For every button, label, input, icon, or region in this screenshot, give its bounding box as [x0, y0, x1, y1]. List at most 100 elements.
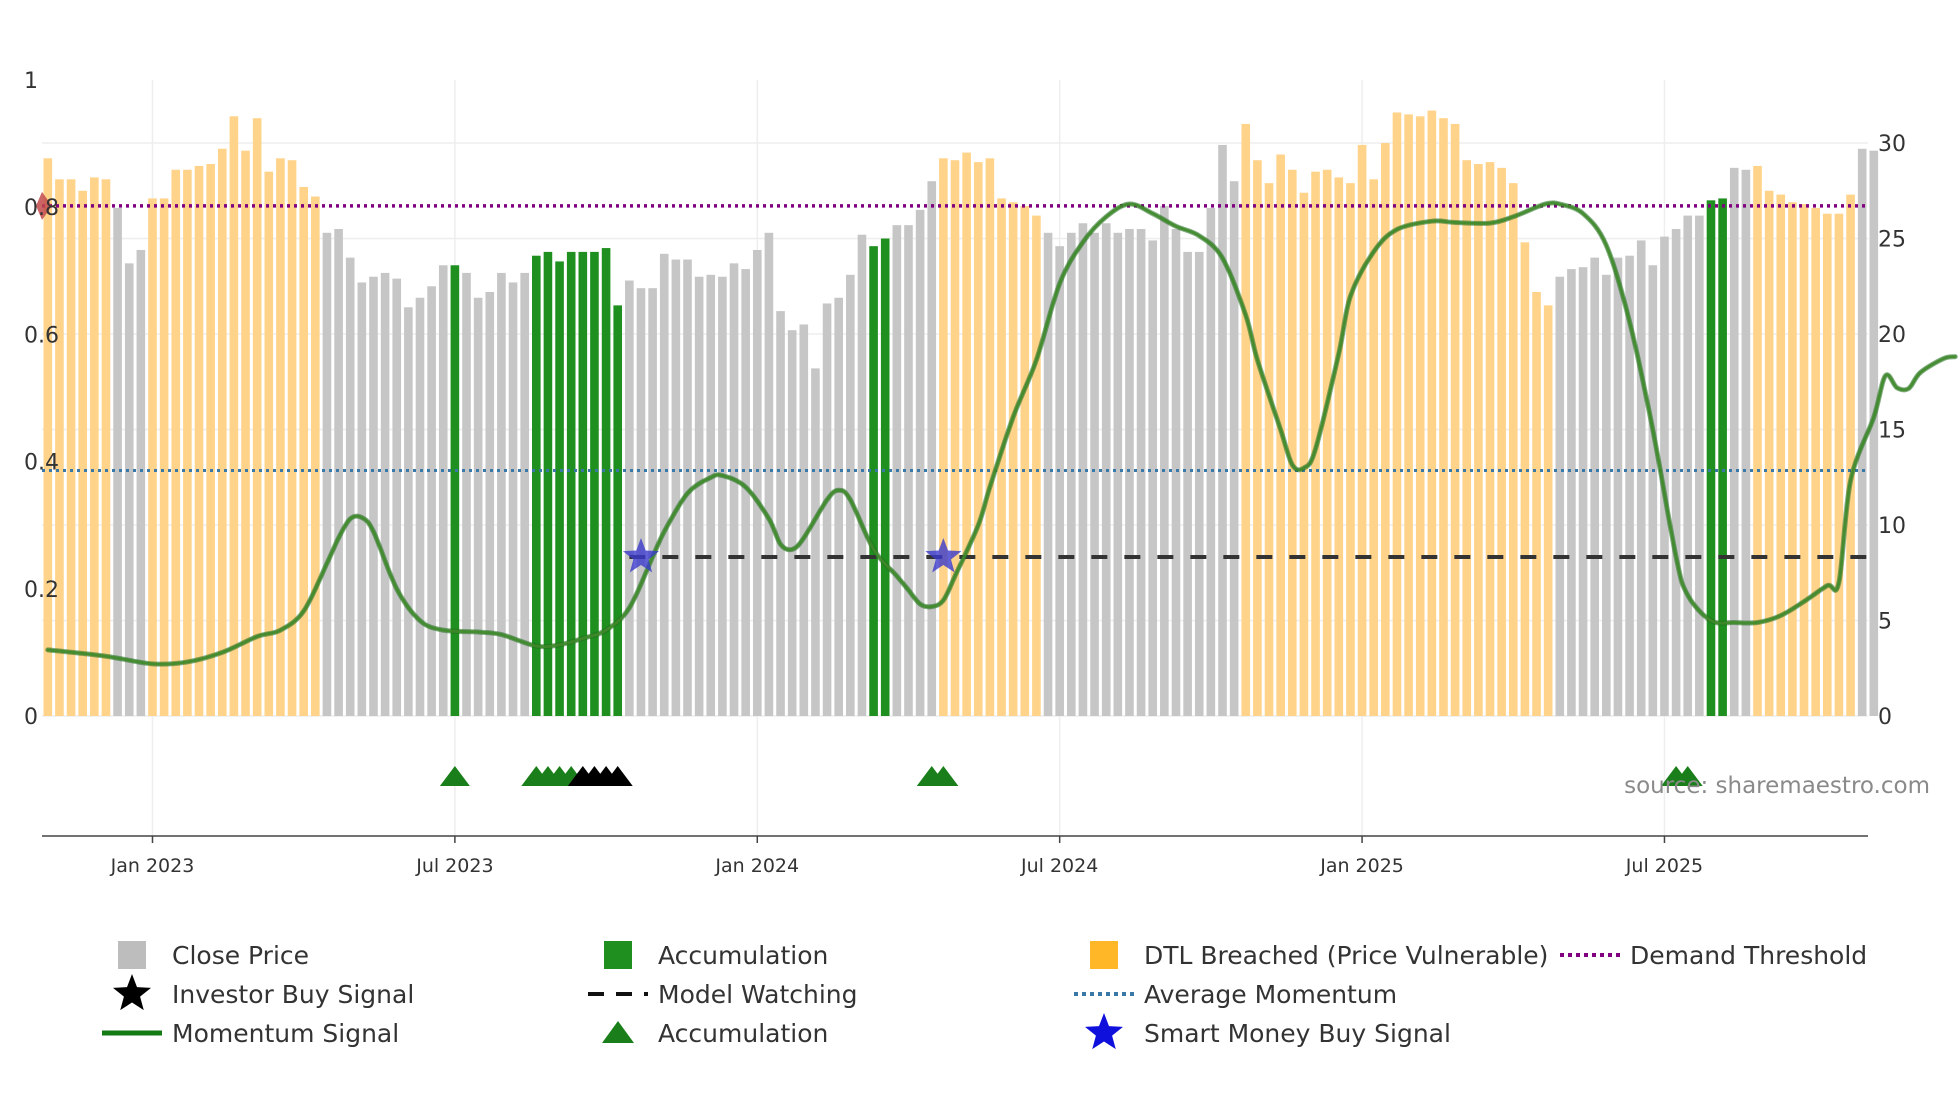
price-bar — [1264, 183, 1274, 716]
y-right-tick-label: 0 — [1878, 705, 1892, 730]
x-tick-label: Jul 2023 — [415, 855, 493, 877]
price-bar — [1590, 257, 1599, 716]
price-bar — [427, 286, 436, 716]
price-bar — [299, 186, 308, 716]
y-right-tick-label: 10 — [1878, 514, 1906, 539]
legend-label: Average Momentum — [1144, 980, 1397, 1009]
price-bar — [1113, 232, 1123, 716]
legend-label: Accumulation — [658, 941, 828, 970]
price-bar — [1671, 228, 1681, 717]
price-bar — [1567, 269, 1576, 716]
price-bar — [229, 116, 239, 717]
price-bar — [1799, 204, 1809, 716]
legend-label: Demand Threshold — [1630, 941, 1867, 970]
price-bar — [101, 179, 111, 717]
legend: Close Price Investor Buy Signal Momentum S… — [102, 941, 1867, 1050]
price-bar — [543, 251, 553, 716]
y-right-tick-label: 15 — [1878, 419, 1906, 444]
price-bar — [1648, 265, 1658, 716]
price-bar — [1857, 148, 1867, 716]
price-bar — [1287, 169, 1297, 717]
price-bar — [555, 261, 564, 716]
x-tick-label: Jan 2025 — [1319, 855, 1404, 877]
price-bar — [1346, 183, 1355, 716]
legend-star-icon — [112, 974, 152, 1011]
price-bar — [241, 150, 250, 716]
price-bar — [1427, 110, 1437, 717]
price-bar — [659, 253, 669, 716]
price-bar — [1392, 112, 1402, 717]
price-bar — [973, 162, 983, 717]
momentum-signal-line — [46, 201, 1957, 666]
y-left-tick-label: 0 — [24, 705, 38, 730]
price-bar — [1869, 150, 1879, 716]
price-bar — [171, 169, 181, 717]
price-bar — [671, 259, 681, 716]
y-right-tick-label: 20 — [1878, 323, 1906, 348]
price-bar — [1194, 251, 1204, 716]
price-bar — [194, 165, 204, 717]
price-bar — [1450, 123, 1460, 717]
price-bar — [1718, 198, 1727, 716]
price-bar — [752, 249, 762, 716]
price-bar — [508, 282, 518, 716]
price-bar — [1183, 251, 1192, 716]
source-label: source: sharemaestro.com — [1624, 773, 1930, 799]
price-bar — [1404, 114, 1413, 717]
price-bar — [985, 158, 995, 717]
price-bar — [392, 278, 402, 716]
price-bar — [1171, 228, 1181, 717]
price-bar — [159, 198, 169, 716]
price-bar — [764, 232, 774, 716]
price-bar — [741, 269, 750, 716]
price-bar — [1334, 177, 1344, 717]
price-bar — [66, 179, 76, 717]
y-right-tick-label: 30 — [1878, 132, 1906, 157]
x-tick-label: Jul 2024 — [1020, 855, 1098, 877]
price-bar — [950, 160, 960, 717]
accumulation-marker — [928, 766, 959, 786]
price-bar — [613, 305, 623, 716]
price-bar — [345, 257, 355, 716]
price-bar — [55, 179, 64, 717]
price-bar — [1020, 206, 1030, 716]
price-bar — [1439, 118, 1448, 717]
price-bar — [915, 209, 925, 716]
price-bar — [566, 251, 576, 716]
price-bar — [1636, 240, 1646, 716]
price-bar — [1008, 202, 1018, 716]
price-bar — [1055, 246, 1064, 716]
x-tick-label: Jan 2023 — [110, 855, 195, 877]
price-bar — [473, 297, 483, 716]
price-bar — [625, 280, 634, 716]
price-bar — [799, 324, 809, 716]
price-bar — [252, 118, 262, 717]
price-bar — [136, 249, 146, 716]
price-bar — [113, 207, 122, 716]
price-bar — [462, 272, 471, 716]
momentum-signal — [45, 200, 1958, 667]
price-bar — [648, 288, 657, 716]
price-bar — [415, 297, 425, 716]
price-bar — [287, 160, 297, 717]
axes: Jan 2023 Jul 2023 Jan 2024 Jul 2024 Jan 2025… — [24, 69, 1906, 877]
price-bar — [706, 274, 716, 716]
price-bar — [322, 232, 332, 716]
price-bar — [1508, 183, 1518, 716]
legend-label: Smart Money Buy Signal — [1144, 1019, 1451, 1048]
price-bar — [1206, 207, 1216, 716]
price-bar — [1067, 232, 1076, 716]
price-bar — [369, 276, 378, 716]
price-bar — [1474, 164, 1483, 717]
price-bar — [148, 198, 157, 716]
price-bar — [404, 307, 413, 716]
price-bar — [1381, 143, 1390, 716]
price-bar — [497, 272, 506, 716]
price-bar — [776, 311, 785, 716]
price-bar — [90, 177, 99, 717]
price-bar — [531, 255, 541, 716]
price-bar — [1706, 200, 1716, 716]
price-bar — [183, 169, 192, 717]
price-bar — [206, 164, 215, 717]
